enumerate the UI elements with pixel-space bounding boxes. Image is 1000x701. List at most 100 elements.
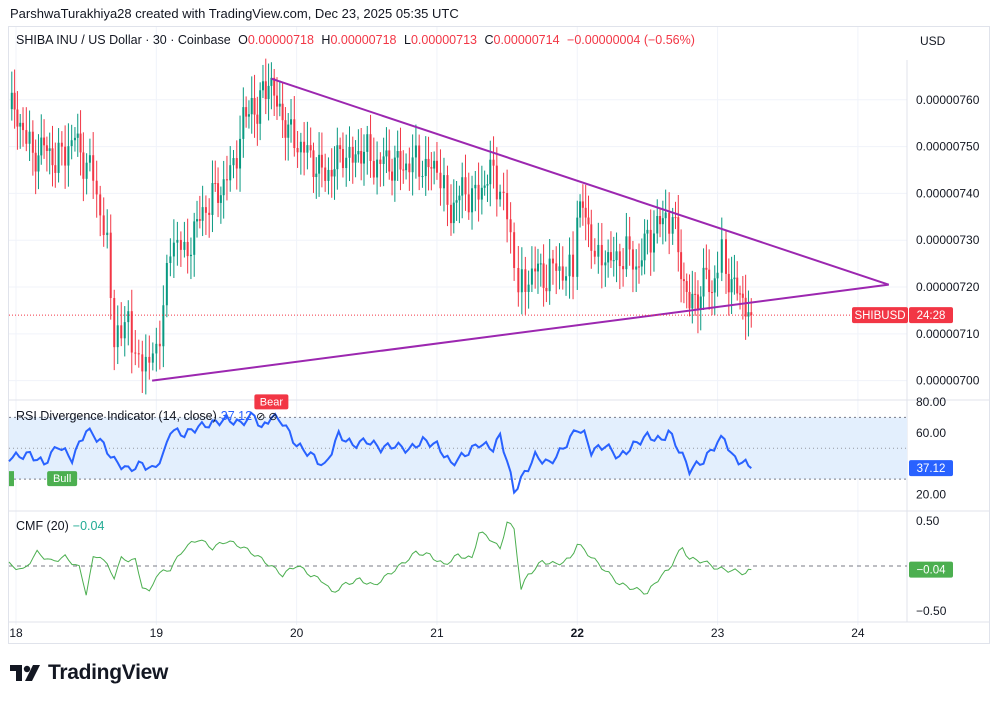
low-label: L	[403, 33, 411, 47]
candle-body	[388, 150, 391, 172]
candle-body	[40, 137, 43, 156]
close-label: C	[484, 33, 494, 47]
candle-body	[201, 207, 204, 221]
candle-body	[64, 146, 67, 166]
candle-body	[590, 224, 593, 251]
candle-body	[88, 155, 91, 163]
candle-body	[169, 256, 172, 263]
candle-body	[688, 291, 691, 309]
candle-body	[130, 311, 133, 353]
candle-body	[339, 145, 342, 150]
candle-body	[320, 154, 323, 168]
rsi-axis-label: 80.00	[916, 395, 946, 409]
candle-body	[348, 146, 351, 158]
candle-body	[464, 177, 467, 195]
candle-body	[609, 252, 612, 261]
time-axis-label: 24	[851, 626, 865, 640]
symbol-tag-bg	[852, 307, 908, 324]
candle-body	[198, 219, 201, 221]
candle-body	[502, 191, 505, 193]
candle-body	[558, 266, 561, 271]
candle-body	[116, 325, 119, 348]
candle-body	[214, 183, 217, 185]
candle-body	[393, 157, 396, 181]
candle-body	[724, 239, 727, 274]
rsi-line	[8, 411, 752, 495]
candle-body	[318, 154, 321, 174]
candle-body	[366, 134, 369, 152]
candle-body	[414, 145, 417, 158]
candle-body	[82, 152, 85, 179]
candle-body	[225, 179, 228, 181]
candle-body	[671, 217, 674, 234]
time-axis-label: 19	[150, 626, 164, 640]
candle-body	[607, 252, 610, 263]
candle-body	[57, 142, 60, 173]
rsi-legend[interactable]: RSI Divergence Indicator (14, close) 37.1…	[16, 409, 278, 423]
symbol-legend[interactable]: SHIBA INU / US Dollar · 30 · Coinbase O0…	[16, 33, 695, 47]
candle-body	[716, 272, 719, 279]
candle-body	[303, 141, 306, 153]
candle-body	[739, 293, 742, 295]
candle-body	[576, 217, 579, 277]
symbol-tag-text: SHIBUSD	[854, 310, 905, 322]
candle-body	[60, 142, 63, 147]
candle-body	[694, 293, 697, 295]
candle-body	[396, 151, 399, 158]
rsi-visibility-icons[interactable]: ⊘ ⊘	[256, 411, 278, 423]
candle-body	[467, 194, 470, 213]
candle-body	[34, 152, 37, 172]
tradingview-logo[interactable]: TradingView	[10, 661, 168, 685]
candle-body	[106, 232, 109, 236]
bear-label-bg	[254, 394, 289, 410]
candle-body	[483, 185, 486, 188]
candle-body	[217, 183, 220, 203]
candle-body	[22, 122, 25, 131]
cmf-line	[8, 521, 752, 596]
candle-body	[631, 249, 634, 270]
rsi-value: 37.12	[220, 409, 253, 423]
candle-body	[204, 207, 207, 213]
candle-body	[741, 293, 744, 298]
open-value: 0.00000718	[247, 33, 314, 47]
candle-body	[424, 158, 427, 177]
candle-body	[312, 150, 315, 178]
candle-body	[536, 263, 539, 272]
candle-body	[656, 215, 659, 234]
candle-body	[354, 154, 357, 163]
candle-body	[43, 137, 46, 146]
candle-body	[183, 241, 186, 250]
candle-body	[506, 192, 509, 220]
candle-body	[446, 175, 449, 205]
candle-body	[643, 233, 646, 261]
candle-body	[427, 158, 430, 168]
candle-body	[242, 107, 245, 139]
candle-body	[579, 201, 582, 218]
chart-frame[interactable]	[8, 26, 990, 644]
cmf-legend[interactable]: CMF (20) −0.04	[16, 519, 104, 533]
candle-body	[151, 353, 154, 363]
candle-body	[341, 149, 344, 169]
candle-body	[435, 160, 438, 173]
candle-body	[572, 254, 575, 277]
candle-body	[520, 269, 523, 293]
candle-body	[513, 232, 516, 268]
candle-body	[628, 236, 631, 250]
candle-body	[736, 277, 739, 294]
candle-body	[165, 262, 168, 306]
candle-body	[461, 177, 464, 196]
candle-body	[399, 151, 402, 170]
candle-body	[418, 145, 421, 177]
currency-button[interactable]: USD	[910, 30, 980, 52]
candle-body	[264, 81, 267, 100]
candle-body	[109, 232, 112, 299]
candle-body	[290, 119, 293, 125]
candle-body	[750, 312, 753, 316]
candle-body	[411, 157, 414, 173]
candle-body	[99, 194, 102, 216]
candle-body	[333, 169, 336, 177]
candle-body	[615, 251, 618, 261]
price-axis-label: 0.00000760	[916, 93, 980, 107]
time-axis-label: 21	[430, 626, 444, 640]
